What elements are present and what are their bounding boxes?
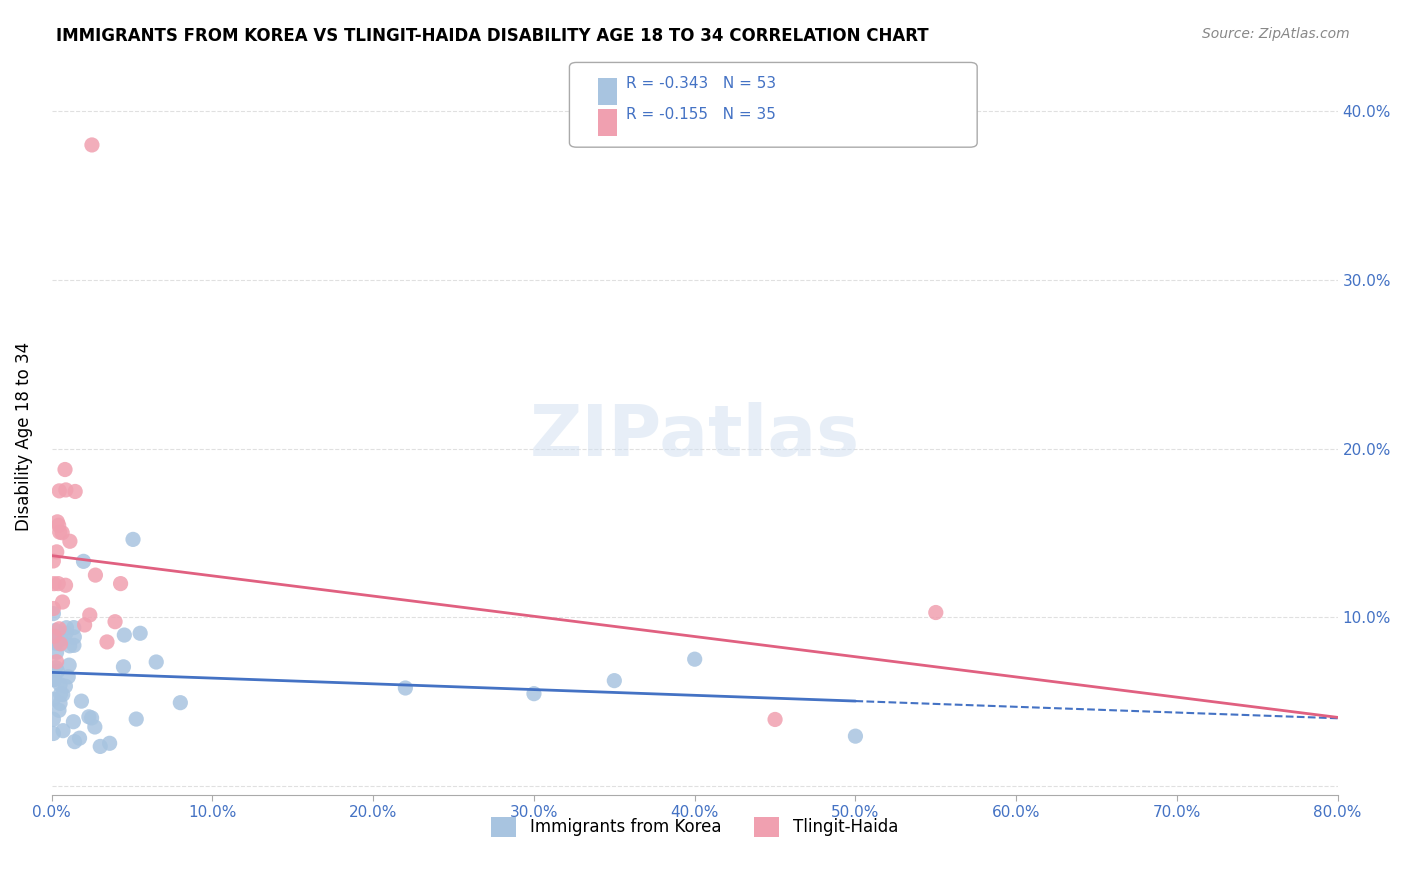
Point xyxy=(98,736,121,750)
Point xyxy=(55,621,77,635)
Point xyxy=(45,632,67,647)
Point xyxy=(46,576,69,591)
Point xyxy=(44,629,66,643)
Point xyxy=(48,703,70,717)
Text: IMMIGRANTS FROM KOREA VS TLINGIT-HAIDA DISABILITY AGE 18 TO 34 CORRELATION CHART: IMMIGRANTS FROM KOREA VS TLINGIT-HAIDA D… xyxy=(56,27,929,45)
Point xyxy=(62,621,84,635)
Point xyxy=(42,673,65,687)
Point xyxy=(63,734,86,748)
Point xyxy=(844,729,866,743)
Point xyxy=(42,576,65,591)
Point xyxy=(112,660,135,674)
Point xyxy=(58,670,80,684)
Point xyxy=(45,632,67,647)
Point xyxy=(49,697,72,711)
Point xyxy=(49,632,72,647)
Point xyxy=(51,525,73,540)
Point xyxy=(48,483,70,498)
Point xyxy=(925,606,948,620)
Point xyxy=(79,607,101,622)
Point xyxy=(42,726,65,740)
Point xyxy=(55,578,77,592)
Point xyxy=(51,595,73,609)
Point xyxy=(49,637,72,651)
Point xyxy=(122,533,145,547)
Point xyxy=(52,688,75,702)
Point xyxy=(96,635,118,649)
Point xyxy=(48,518,70,533)
Point xyxy=(77,710,100,724)
Point xyxy=(129,626,152,640)
Point xyxy=(110,576,132,591)
Point xyxy=(63,630,86,644)
Legend: Immigrants from Korea, Tlingit-Haida: Immigrants from Korea, Tlingit-Haida xyxy=(485,810,905,844)
Point xyxy=(44,624,66,638)
Point xyxy=(44,673,66,687)
Point xyxy=(49,687,72,701)
Point xyxy=(84,568,107,582)
Point xyxy=(145,655,167,669)
Point xyxy=(104,615,127,629)
Point xyxy=(59,534,82,549)
Point xyxy=(45,636,67,650)
Point xyxy=(523,687,546,701)
Point xyxy=(112,628,135,642)
Point xyxy=(83,720,105,734)
Point xyxy=(125,712,148,726)
Point xyxy=(63,638,86,652)
Point xyxy=(48,622,70,636)
Point xyxy=(49,677,72,691)
Point xyxy=(45,660,67,674)
Point xyxy=(73,618,96,632)
Point xyxy=(42,601,65,615)
Text: R = -0.343   N = 53: R = -0.343 N = 53 xyxy=(626,76,776,91)
Point xyxy=(44,632,66,646)
Point xyxy=(45,545,67,559)
Point xyxy=(46,515,69,529)
Point xyxy=(69,731,91,746)
Point xyxy=(63,484,86,499)
Point xyxy=(53,462,76,476)
Y-axis label: Disability Age 18 to 34: Disability Age 18 to 34 xyxy=(15,342,32,531)
Point xyxy=(55,679,77,693)
Point xyxy=(89,739,111,754)
Point xyxy=(62,714,84,729)
Point xyxy=(45,655,67,669)
Text: R = -0.155   N = 35: R = -0.155 N = 35 xyxy=(626,107,776,122)
Point xyxy=(80,711,103,725)
Point xyxy=(42,607,65,621)
Point xyxy=(70,694,93,708)
Point xyxy=(52,723,75,738)
Point xyxy=(48,525,70,540)
Point xyxy=(603,673,626,688)
Point xyxy=(46,665,69,679)
Point xyxy=(72,554,94,568)
Point xyxy=(394,681,416,695)
Point xyxy=(42,554,65,568)
Point xyxy=(58,658,80,673)
Point xyxy=(45,645,67,659)
Point xyxy=(169,696,191,710)
Point xyxy=(763,713,786,727)
Point xyxy=(55,483,77,497)
Point xyxy=(55,626,77,640)
Text: Source: ZipAtlas.com: Source: ZipAtlas.com xyxy=(1202,27,1350,41)
Point xyxy=(80,137,103,152)
Text: ZIPatlas: ZIPatlas xyxy=(530,401,859,471)
Point xyxy=(683,652,706,666)
Point xyxy=(46,634,69,648)
Point xyxy=(42,692,65,706)
Point xyxy=(42,712,65,726)
Point xyxy=(59,639,82,653)
